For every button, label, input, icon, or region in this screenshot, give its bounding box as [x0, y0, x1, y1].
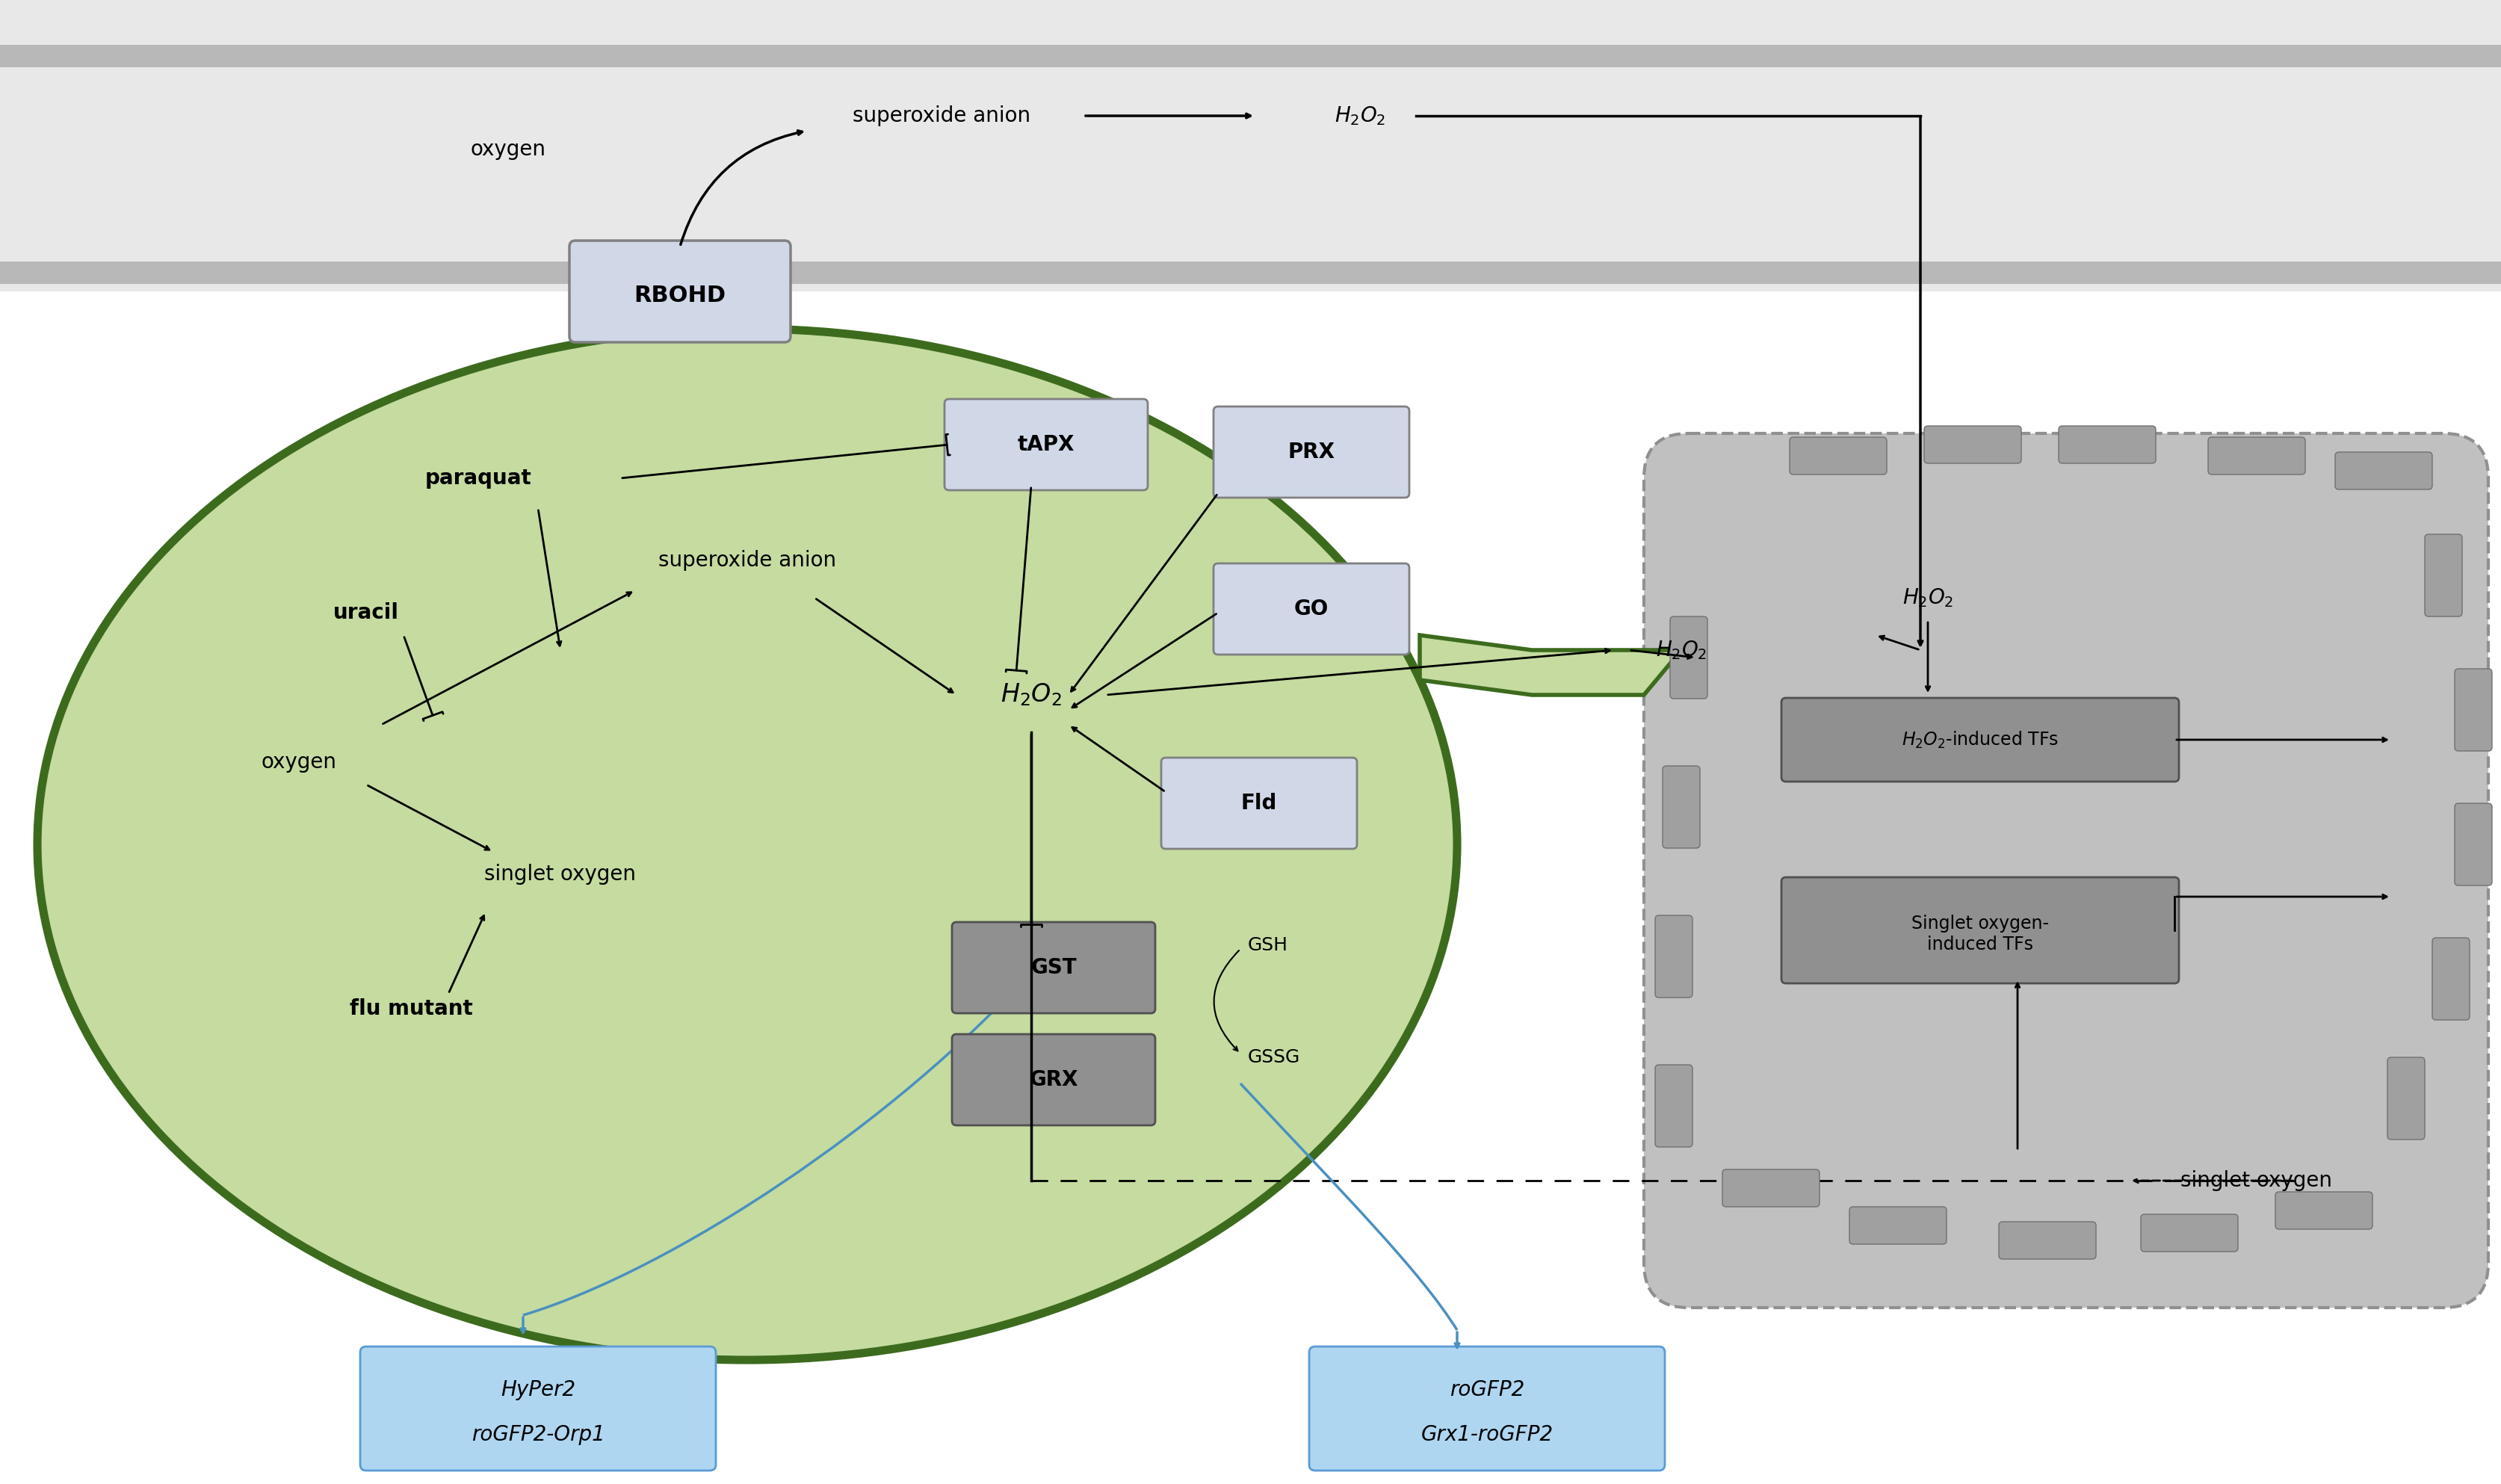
Text: Singlet oxygen-
induced TFs: Singlet oxygen- induced TFs: [1911, 914, 2048, 953]
FancyBboxPatch shape: [2426, 534, 2461, 616]
Text: Grx1-roGFP2: Grx1-roGFP2: [1421, 1425, 1553, 1445]
FancyBboxPatch shape: [1643, 433, 2488, 1307]
Text: $H_2O_2$-induced TFs: $H_2O_2$-induced TFs: [1901, 730, 2058, 749]
FancyBboxPatch shape: [1656, 916, 1693, 997]
Text: $H_2O_2$: $H_2O_2$: [1903, 586, 1953, 608]
FancyBboxPatch shape: [360, 1346, 715, 1471]
Text: superoxide anion: superoxide anion: [853, 105, 1030, 126]
FancyBboxPatch shape: [1213, 407, 1408, 497]
FancyBboxPatch shape: [2058, 426, 2156, 463]
FancyBboxPatch shape: [2453, 669, 2491, 751]
FancyBboxPatch shape: [953, 922, 1155, 1014]
Text: oxygen: oxygen: [260, 752, 338, 773]
Text: $H_2O_2$: $H_2O_2$: [1656, 640, 1706, 662]
FancyBboxPatch shape: [1663, 766, 1701, 849]
FancyBboxPatch shape: [1656, 1066, 1693, 1147]
FancyBboxPatch shape: [1781, 877, 2178, 984]
FancyBboxPatch shape: [570, 240, 790, 343]
FancyBboxPatch shape: [1308, 1346, 1666, 1471]
Text: PRX: PRX: [1288, 442, 1336, 463]
FancyBboxPatch shape: [1213, 564, 1408, 654]
Text: GSH: GSH: [1248, 936, 1288, 954]
FancyBboxPatch shape: [2276, 1192, 2373, 1229]
Text: GST: GST: [1030, 957, 1075, 978]
Text: RBOHD: RBOHD: [633, 285, 725, 306]
Bar: [0, 0, 2501, 291]
Ellipse shape: [38, 329, 1458, 1359]
Polygon shape: [1421, 635, 1681, 695]
Text: paraquat: paraquat: [425, 467, 533, 488]
FancyBboxPatch shape: [953, 1034, 1155, 1125]
Text: singlet oxygen: singlet oxygen: [2181, 1171, 2333, 1192]
Text: GSSG: GSSG: [1248, 1048, 1301, 1067]
FancyBboxPatch shape: [945, 399, 1148, 490]
Text: GRX: GRX: [1028, 1070, 1078, 1091]
FancyBboxPatch shape: [1848, 1206, 1946, 1244]
FancyBboxPatch shape: [2336, 453, 2433, 490]
FancyBboxPatch shape: [1723, 1169, 1821, 1206]
FancyBboxPatch shape: [1160, 758, 1358, 849]
Text: $H_2O_2$: $H_2O_2$: [1336, 105, 1386, 128]
FancyBboxPatch shape: [2208, 438, 2306, 475]
Bar: [0, 45, 2501, 67]
Text: oxygen: oxygen: [470, 139, 545, 160]
Text: GO: GO: [1293, 598, 1328, 619]
Text: HyPer2: HyPer2: [500, 1380, 575, 1401]
FancyBboxPatch shape: [1998, 1221, 2096, 1258]
FancyBboxPatch shape: [1671, 616, 1708, 699]
FancyBboxPatch shape: [2388, 1057, 2426, 1140]
FancyBboxPatch shape: [1781, 697, 2178, 782]
Text: singlet oxygen: singlet oxygen: [485, 864, 635, 884]
Text: $H_2O_2$: $H_2O_2$: [1000, 683, 1063, 708]
Text: roGFP2-Orp1: roGFP2-Orp1: [470, 1425, 605, 1445]
Text: Fld: Fld: [1240, 792, 1278, 813]
FancyBboxPatch shape: [2433, 938, 2468, 1020]
Text: roGFP2: roGFP2: [1451, 1380, 1526, 1401]
Text: uracil: uracil: [333, 603, 400, 623]
FancyBboxPatch shape: [2141, 1214, 2238, 1251]
Bar: [0, 291, 2501, 1484]
FancyBboxPatch shape: [1791, 438, 1886, 475]
FancyBboxPatch shape: [1923, 426, 2021, 463]
Text: tAPX: tAPX: [1018, 435, 1075, 456]
Text: superoxide anion: superoxide anion: [658, 551, 835, 571]
Text: flu mutant: flu mutant: [350, 999, 473, 1020]
FancyBboxPatch shape: [2453, 803, 2491, 886]
Bar: [0, 261, 2501, 283]
